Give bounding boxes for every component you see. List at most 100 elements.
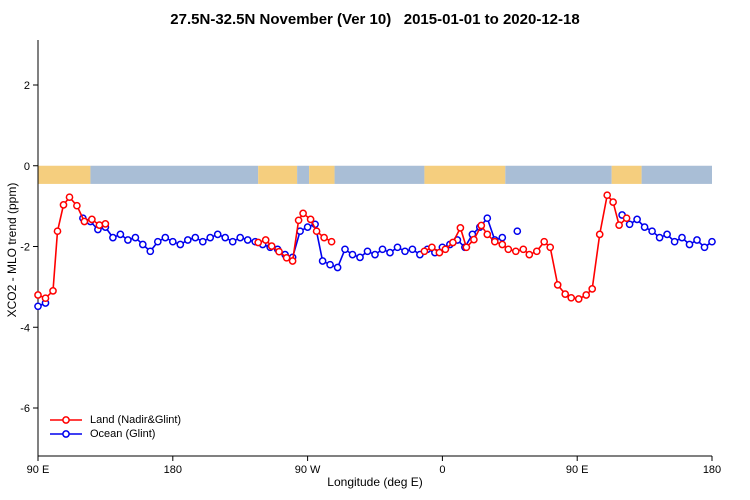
land-data-point [574, 295, 583, 303]
surface-band-segment-ocean [641, 165, 712, 184]
ocean-data-point [183, 236, 192, 244]
land-data-point [420, 247, 429, 256]
land-series-marker-icon [50, 416, 82, 424]
y-tick-label: -2 [20, 242, 30, 254]
land-data-point [504, 245, 513, 254]
ocean-data-point [109, 233, 117, 242]
land-data-point [532, 247, 541, 256]
legend-circle-icon [62, 430, 70, 438]
ocean-data-point [326, 260, 334, 269]
land-data-point [622, 214, 631, 223]
ocean-data-point [401, 247, 409, 256]
x-tick-label: 90 E [566, 464, 589, 476]
ocean-data-point [303, 223, 312, 231]
land-data-point [306, 215, 315, 224]
land-data-point [267, 242, 276, 250]
x-tick-label: 180 [703, 464, 721, 476]
ocean-data-point [333, 263, 342, 272]
land-data-point [53, 227, 62, 236]
land-data-point [41, 294, 50, 303]
ocean-data-point [371, 250, 379, 259]
land-data-point [603, 191, 612, 200]
ocean-data-point [34, 302, 42, 311]
land-series-line [37, 195, 106, 300]
x-tick-label: 0 [439, 464, 445, 476]
ocean-data-point [386, 248, 394, 257]
ocean-data-point [633, 215, 641, 224]
ocean-series-marker-icon [50, 430, 82, 438]
land-data-point [254, 238, 263, 247]
land-data-point [525, 250, 534, 259]
legend-circle-icon [62, 416, 70, 424]
land-data-point [546, 243, 555, 252]
land-data-point [294, 216, 303, 225]
ocean-data-point [341, 245, 349, 254]
chart-title: 27.5N-32.5N November (Ver 10) 2015-01-01… [170, 11, 580, 28]
surface-band-segment-ocean [297, 165, 310, 184]
ocean-data-point [483, 214, 492, 223]
y-tick-label: -4 [20, 322, 30, 334]
land-data-point [615, 221, 623, 229]
ocean-data-point [693, 236, 701, 244]
x-axis-label: Longitude (deg E) [327, 475, 423, 489]
legend-label-land: Land (Nadir&Glint) [90, 414, 182, 426]
land-data-point [34, 291, 42, 299]
ocean-series [34, 211, 716, 311]
ocean-data-point [131, 233, 140, 242]
axes: 90 E 180 90 W 0 90 E 180 2 0 -2 -4 -6 [20, 40, 721, 476]
x-tick-label: 90 W [295, 464, 321, 476]
land-data-point [49, 287, 57, 295]
legend: Land (Nadir&Glint) Ocean (Glint) [48, 413, 181, 441]
ocean-data-point [378, 245, 387, 254]
surface-band-segment-land [424, 165, 506, 184]
ocean-data-point [124, 236, 132, 244]
ocean-data-point [213, 230, 222, 239]
land-data-point [101, 220, 110, 228]
ocean-data-point [655, 233, 664, 242]
land-data-point [80, 217, 89, 226]
ocean-data-point [670, 237, 679, 246]
ocean-data-point [153, 237, 162, 246]
ocean-data-point [648, 227, 656, 236]
ocean-data-point [138, 240, 147, 249]
ocean-data-point [663, 230, 671, 239]
ocean-data-point [228, 237, 237, 246]
legend-item-land: Land (Nadir&Glint) [48, 413, 181, 427]
surface-band-segment-land [258, 165, 298, 184]
x-tick-label: 180 [164, 464, 182, 476]
ocean-data-point [146, 247, 155, 256]
ocean-data-point [513, 227, 522, 236]
ocean-data-point [348, 250, 357, 259]
land-data-point [511, 247, 520, 256]
land-data-point [95, 221, 104, 229]
legend-label-ocean: Ocean (Glint) [90, 428, 156, 440]
land-data-point [65, 193, 74, 202]
ocean-data-point [640, 223, 649, 231]
ocean-data-point [206, 233, 215, 242]
x-tick-label: 90 E [27, 464, 50, 476]
land-data-point [73, 201, 81, 210]
land-data-point [59, 201, 68, 209]
ocean-data-point [700, 243, 709, 252]
ocean-data-point [363, 247, 372, 256]
ocean-data-point [161, 233, 170, 242]
ocean-data-point [685, 240, 694, 249]
land-data-point [561, 290, 570, 298]
ocean-data-point [678, 233, 686, 242]
surface-band-segment-land [611, 165, 642, 184]
land-data-point [483, 230, 492, 239]
land-data-point [582, 291, 591, 299]
ocean-data-point [198, 237, 207, 246]
ocean-data-point [176, 240, 185, 249]
ocean-data-point [708, 237, 716, 246]
ocean-data-point [243, 236, 252, 244]
ocean-data-point [116, 230, 125, 239]
ocean-data-point [221, 233, 230, 242]
ocean-data-point [498, 233, 507, 242]
land-data-point [88, 215, 96, 224]
surface-band-segment-ocean [334, 165, 425, 184]
land-data-point [456, 224, 465, 232]
land-data-point [588, 285, 597, 293]
ocean-data-point [625, 220, 634, 229]
land-data-point [470, 235, 478, 244]
